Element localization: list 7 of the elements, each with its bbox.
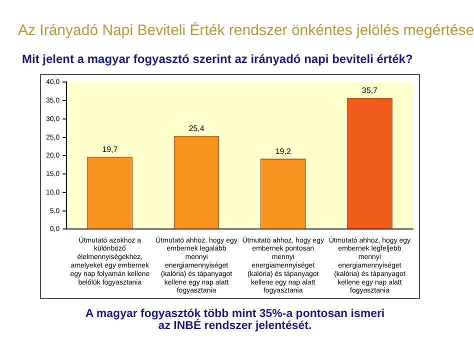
- chart-title: Az Irányadó Napi Beviteli Érték rendszer önkéntes jelölés megértése: [18, 22, 474, 39]
- text: A magyar fogyasztók több mint 35%-a pontosan ismeri az INBÉ rendszer jelentését.: [84, 308, 386, 332]
- data-label: 35,7: [362, 86, 378, 96]
- data-label: 25,4: [188, 124, 205, 134]
- data-label: 19,7: [102, 145, 118, 154]
- data-label: 19,2: [275, 146, 292, 156]
- chart-subtitle: Mit jelent a magyar fogyasztó szerint az irányadó napi beviteli érték?: [22, 52, 413, 66]
